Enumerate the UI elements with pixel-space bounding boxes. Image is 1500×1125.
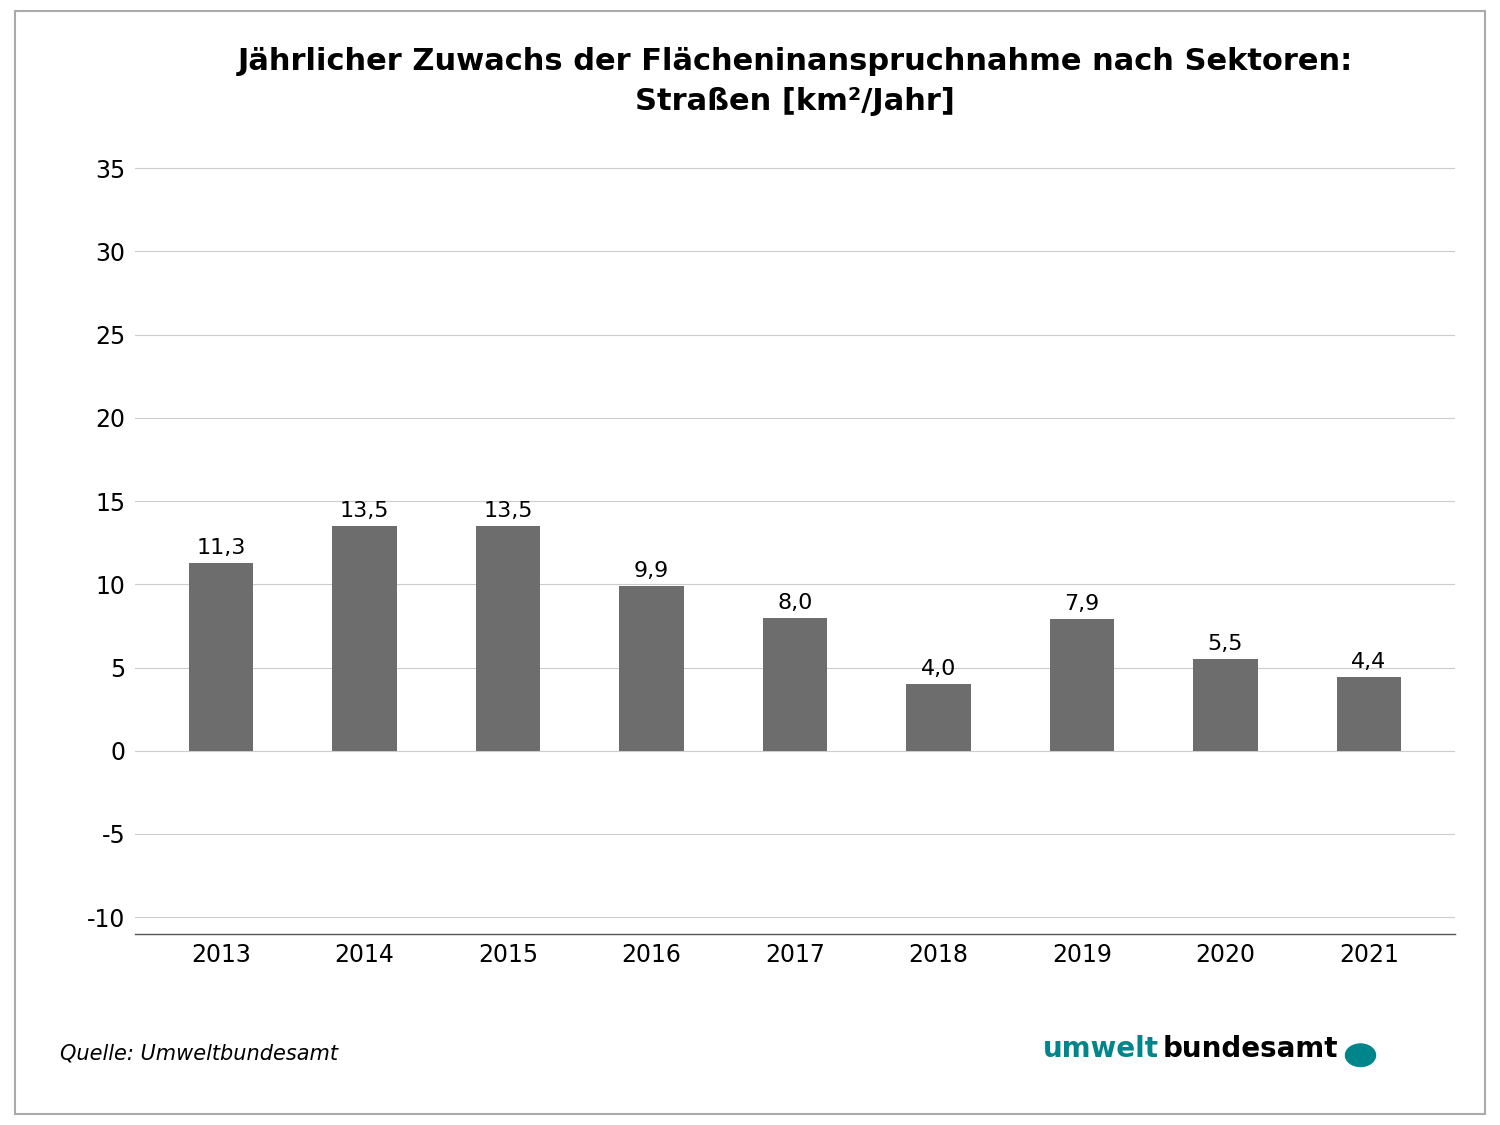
Bar <box>1192 659 1257 750</box>
Bar <box>762 618 828 750</box>
Text: u: u <box>1356 1051 1365 1060</box>
Text: 13,5: 13,5 <box>483 501 532 521</box>
Text: umwelt: umwelt <box>1042 1035 1158 1063</box>
Bar <box>620 586 684 750</box>
Title: Jährlicher Zuwachs der Flächeninanspruchnahme nach Sektoren:
Straßen [km²/Jahr]: Jährlicher Zuwachs der Flächeninanspruch… <box>237 46 1353 116</box>
Text: 4,4: 4,4 <box>1352 652 1386 673</box>
Bar <box>1050 619 1114 750</box>
Text: 11,3: 11,3 <box>196 538 246 558</box>
Text: 5,5: 5,5 <box>1208 634 1243 654</box>
Text: bundesamt: bundesamt <box>1162 1035 1338 1063</box>
Text: 4,0: 4,0 <box>921 659 956 680</box>
Text: Quelle: Umweltbundesamt: Quelle: Umweltbundesamt <box>60 1043 338 1063</box>
Bar <box>906 684 970 750</box>
Bar <box>1336 677 1401 750</box>
Text: 13,5: 13,5 <box>340 501 390 521</box>
Bar <box>189 562 254 750</box>
Text: 9,9: 9,9 <box>634 561 669 580</box>
Bar <box>333 526 398 750</box>
Text: 7,9: 7,9 <box>1065 594 1100 614</box>
Bar <box>476 526 540 750</box>
Text: 8,0: 8,0 <box>777 593 813 613</box>
